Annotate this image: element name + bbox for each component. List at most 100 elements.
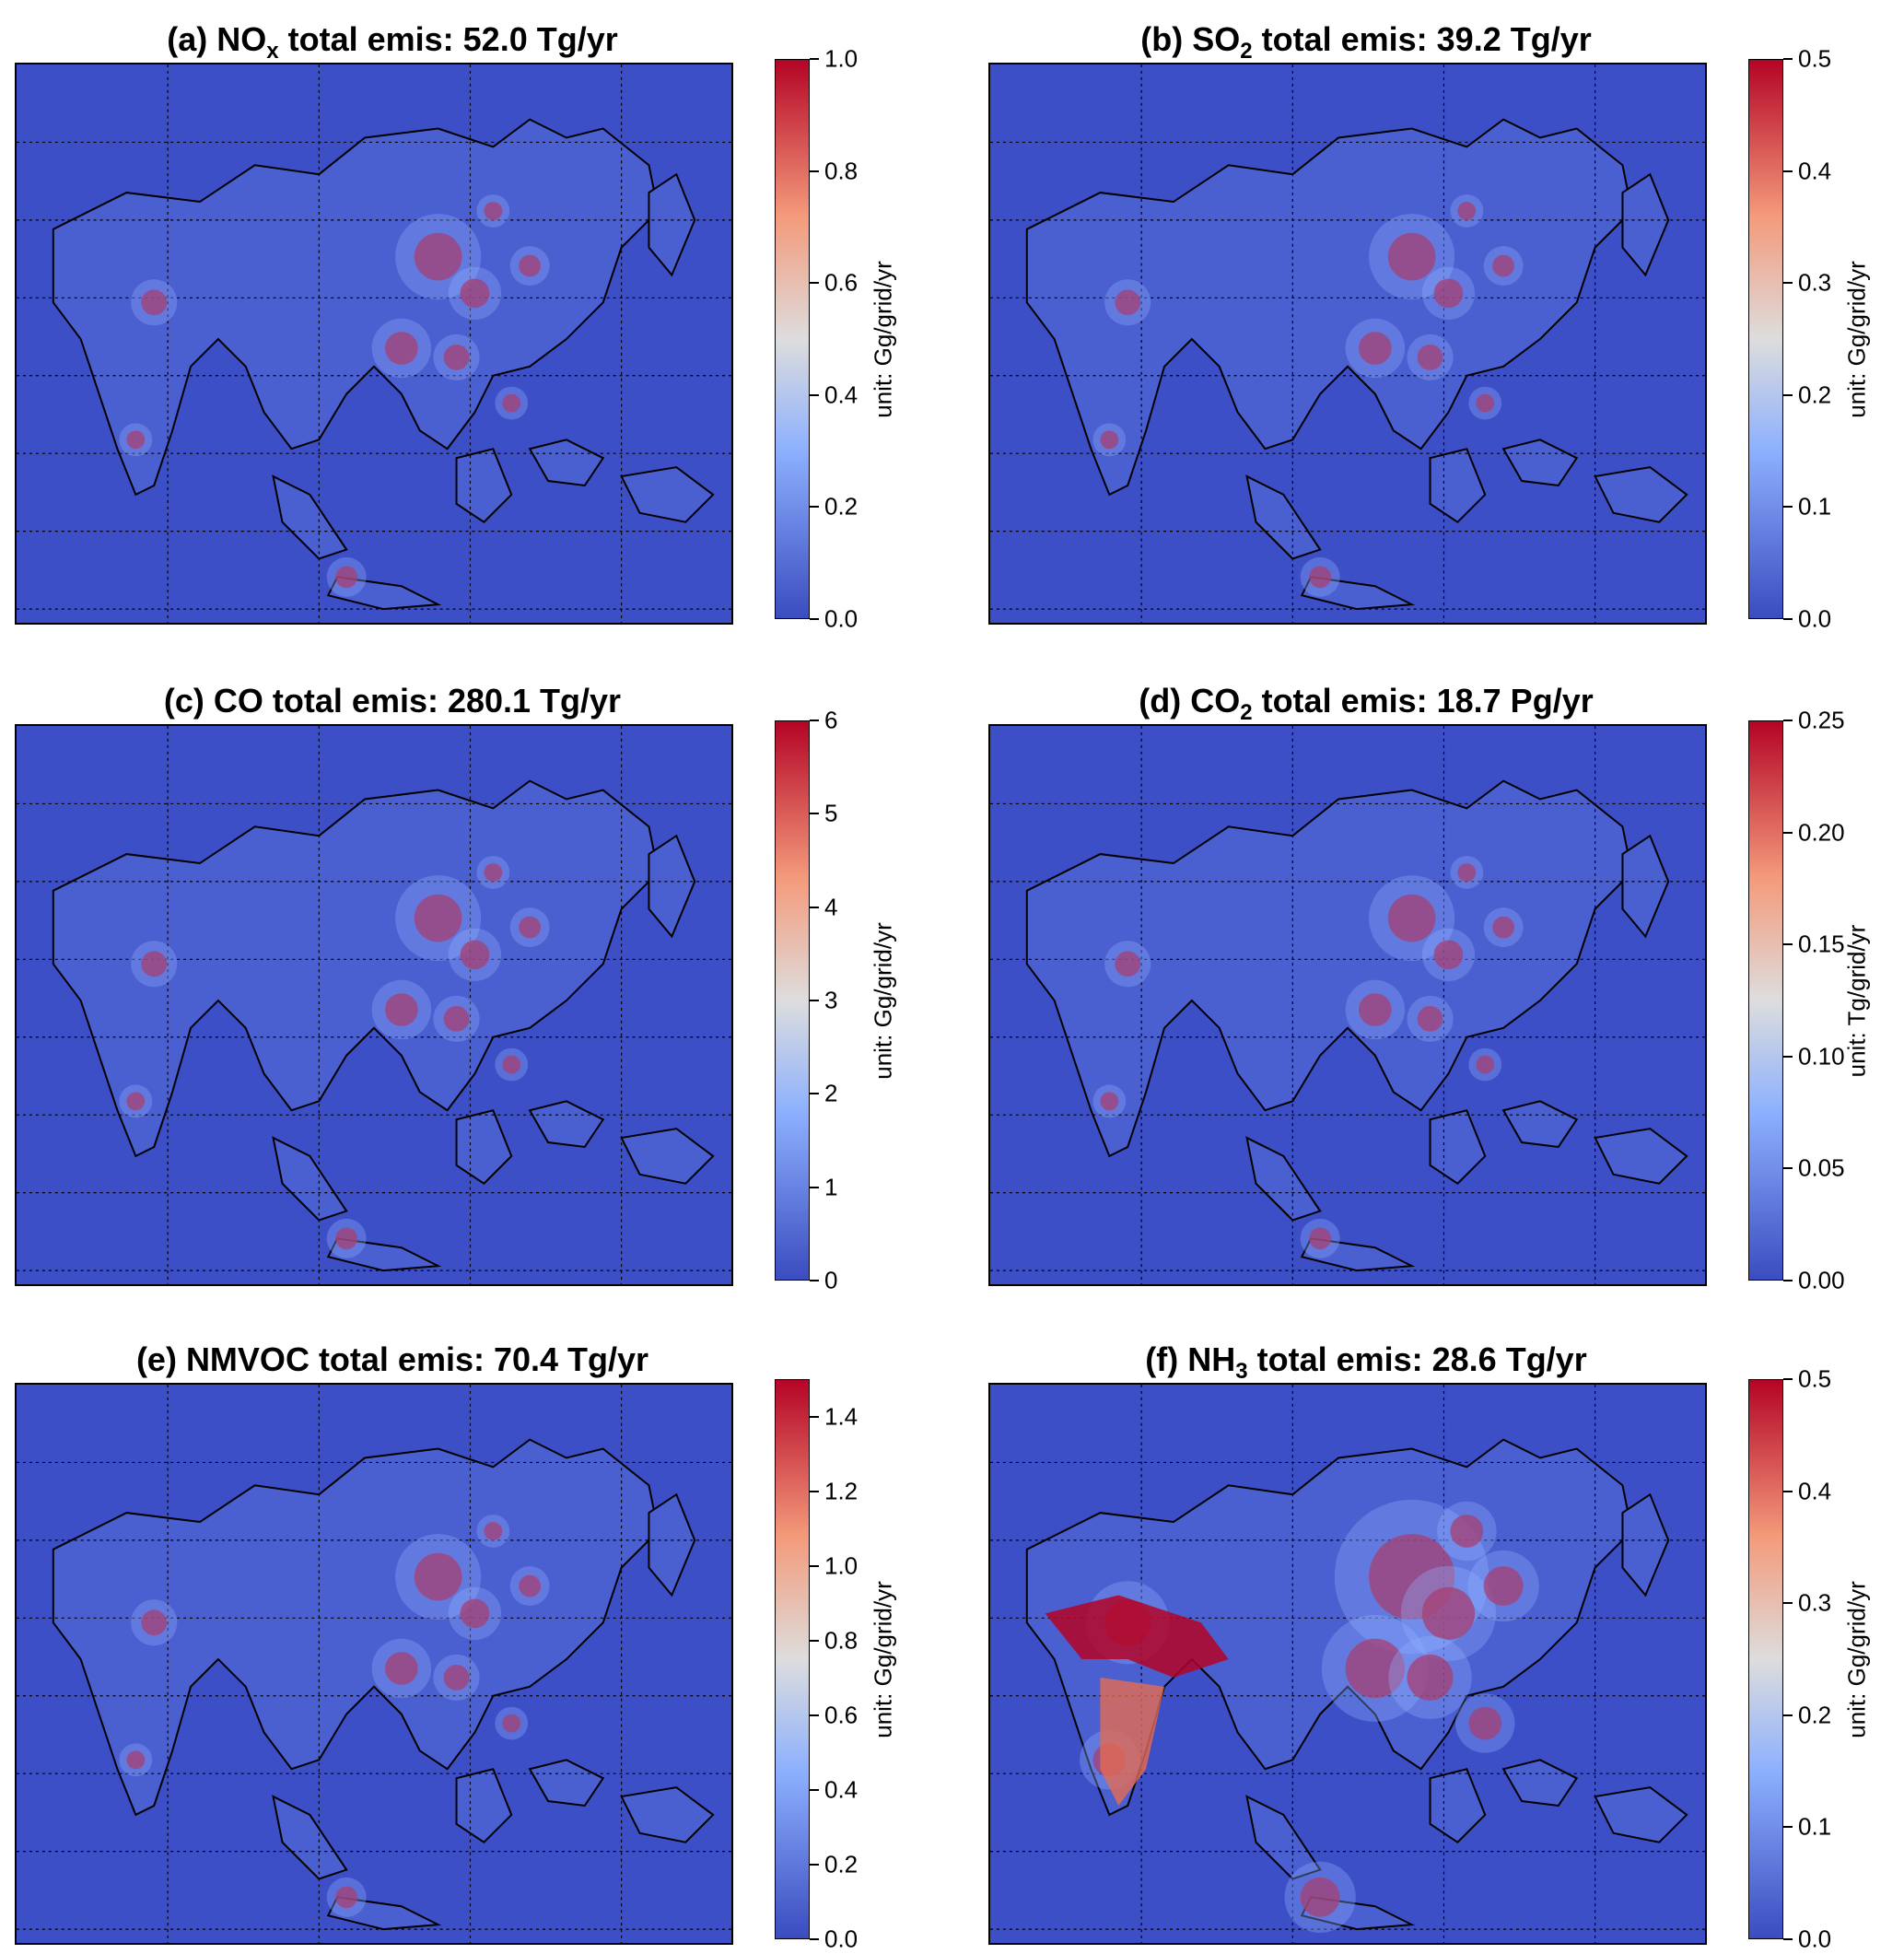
colorbar-tick xyxy=(1783,1055,1793,1058)
colorbar xyxy=(1748,720,1783,1281)
colorbar-tick xyxy=(1783,1167,1793,1170)
colorbar-tick xyxy=(810,282,819,285)
colorbar-tick xyxy=(1783,170,1793,172)
panel-title-subscript: 2 xyxy=(1240,700,1253,726)
colorbar-tick xyxy=(1783,1490,1793,1492)
colorbar-tick-label: 0.0 xyxy=(1798,1925,1832,1953)
colorbar-tick-label: 1.0 xyxy=(824,44,859,73)
colorbar-tick xyxy=(1783,1714,1793,1716)
panel-title-suffix: total emis: 52.0 Tg/yr xyxy=(278,20,618,58)
panel-title-text: (c) CO total emis: 280.1 Tg/yr xyxy=(163,682,622,720)
colorbar-tick xyxy=(1783,618,1793,620)
colorbar-tick-label: 0.4 xyxy=(1798,157,1832,185)
emission-map xyxy=(15,724,733,1286)
colorbar-tick-label: 0.8 xyxy=(824,1626,859,1655)
colorbar-unit-label: unit: Tg/grid/yr xyxy=(1842,924,1871,1078)
colorbar-tick-label: 0.5 xyxy=(1798,44,1832,73)
colorbar-tick xyxy=(810,1564,819,1567)
colorbar-unit-label: unit: Gg/grid/yr xyxy=(869,922,897,1080)
colorbar-tick-label: 0.4 xyxy=(1798,1477,1832,1505)
colorbar-tick-label: 0.2 xyxy=(1798,380,1832,409)
colorbar-tick xyxy=(1783,282,1793,285)
colorbar-tick-label: 0.1 xyxy=(1798,1812,1832,1841)
colorbar-tick xyxy=(810,1490,819,1492)
colorbar-tick-label: 0.3 xyxy=(1798,268,1832,297)
emission-map xyxy=(988,63,1707,625)
colorbar-tick-label: 0.2 xyxy=(824,492,859,521)
colorbar-unit-label: unit: Gg/grid/yr xyxy=(869,1581,897,1738)
colorbar-unit-label: unit: Gg/grid/yr xyxy=(1842,1581,1871,1738)
panel-title: (f) NH3 total emis: 28.6 Tg/yr xyxy=(988,1340,1744,1385)
colorbar xyxy=(775,59,810,619)
panel-title-subscript: 2 xyxy=(1240,39,1253,64)
colorbar-tick-label: 0.0 xyxy=(824,604,859,633)
emission-map xyxy=(15,1383,733,1945)
emission-map xyxy=(988,1383,1707,1945)
colorbar-tick xyxy=(1783,1602,1793,1605)
colorbar-tick xyxy=(1783,1938,1793,1940)
colorbar-tick-label: 0.2 xyxy=(824,1850,859,1878)
colorbar-tick-label: 5 xyxy=(824,799,838,827)
colorbar-tick-label: 0.4 xyxy=(824,380,859,409)
colorbar-tick xyxy=(1783,943,1793,946)
colorbar-tick-label: 0.25 xyxy=(1798,706,1845,734)
emission-map xyxy=(988,724,1707,1286)
colorbar xyxy=(1748,59,1783,619)
colorbar-tick-label: 0.5 xyxy=(1798,1364,1832,1393)
colorbar-tick xyxy=(810,1938,819,1940)
panel-title-text: (e) NMVOC total emis: 70.4 Tg/yr xyxy=(135,1340,649,1378)
colorbar-tick xyxy=(1783,58,1793,60)
colorbar-tick xyxy=(810,1280,819,1281)
panel-title: (a) NOx total emis: 52.0 Tg/yr xyxy=(15,20,770,64)
panel-title-text: (d) CO xyxy=(1139,682,1241,720)
colorbar-tick-label: 0.00 xyxy=(1798,1266,1845,1294)
colorbar-tick-label: 0.20 xyxy=(1798,818,1845,847)
colorbar xyxy=(775,720,810,1281)
colorbar-tick xyxy=(810,1093,819,1095)
colorbar-tick xyxy=(810,506,819,509)
colorbar-tick xyxy=(810,813,819,815)
colorbar-tick xyxy=(810,58,819,60)
panel-title-text: (f) NH xyxy=(1145,1340,1236,1378)
colorbar-tick-label: 1.4 xyxy=(824,1402,859,1431)
panel-title-suffix: total emis: 39.2 Tg/yr xyxy=(1252,20,1592,58)
colorbar-tick xyxy=(810,1415,819,1418)
colorbar-tick xyxy=(810,1788,819,1791)
panel-title: (e) NMVOC total emis: 70.4 Tg/yr xyxy=(15,1340,770,1379)
colorbar-tick-label: 0.0 xyxy=(824,1925,859,1953)
colorbar-tick-label: 0.10 xyxy=(1798,1042,1845,1071)
colorbar xyxy=(1748,1379,1783,1939)
panel-title-subscript: x xyxy=(266,39,279,64)
colorbar-tick-label: 0.6 xyxy=(824,268,859,297)
colorbar-tick xyxy=(1783,1280,1793,1281)
colorbar-tick xyxy=(1783,1378,1793,1380)
colorbar-tick xyxy=(810,720,819,721)
colorbar-tick xyxy=(1783,506,1793,509)
panel-title-suffix: total emis: 18.7 Pg/yr xyxy=(1252,682,1594,720)
colorbar-tick-label: 2 xyxy=(824,1079,838,1107)
colorbar-unit-label: unit: Gg/grid/yr xyxy=(1842,261,1871,418)
colorbar-tick-label: 0 xyxy=(824,1266,838,1294)
colorbar-tick-label: 1 xyxy=(824,1173,838,1201)
colorbar-tick-label: 1.2 xyxy=(824,1477,859,1505)
colorbar-tick-label: 0.1 xyxy=(1798,492,1832,521)
panel-title-suffix: total emis: 28.6 Tg/yr xyxy=(1247,1340,1587,1378)
colorbar-unit-label: unit: Gg/grid/yr xyxy=(869,261,897,418)
colorbar-tick-label: 0.4 xyxy=(824,1775,859,1804)
colorbar-tick-label: 1.0 xyxy=(824,1551,859,1580)
colorbar-tick xyxy=(810,1863,819,1866)
colorbar-tick-label: 0.6 xyxy=(824,1701,859,1729)
panel-title: (d) CO2 total emis: 18.7 Pg/yr xyxy=(988,682,1744,726)
colorbar-tick-label: 0.8 xyxy=(824,157,859,185)
colorbar-tick xyxy=(810,1714,819,1716)
colorbar-tick-label: 0.3 xyxy=(1798,1588,1832,1617)
panel-title: (c) CO total emis: 280.1 Tg/yr xyxy=(15,682,770,720)
colorbar-tick xyxy=(810,618,819,620)
colorbar-tick-label: 0.0 xyxy=(1798,604,1832,633)
colorbar-tick xyxy=(810,170,819,172)
colorbar-tick xyxy=(1783,393,1793,396)
colorbar-tick-label: 4 xyxy=(824,893,838,921)
panel-title-text: (b) SO xyxy=(1140,20,1241,58)
colorbar-tick xyxy=(810,906,819,908)
panel-title-subscript: 3 xyxy=(1235,1359,1248,1385)
